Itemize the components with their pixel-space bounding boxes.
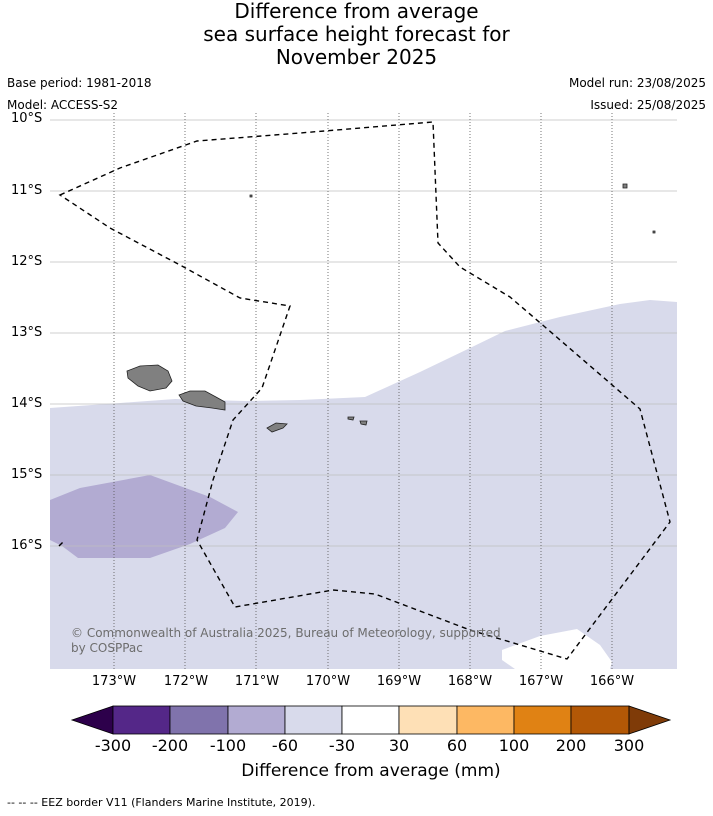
colorbar-tick: -200 bbox=[151, 736, 189, 755]
title-line-2: sea surface height forecast for bbox=[203, 22, 510, 46]
lon-label-169w: 169°W bbox=[376, 674, 422, 689]
anomaly-region-neutral bbox=[502, 629, 612, 669]
model-run: Model run: 23/08/2025 bbox=[568, 76, 706, 90]
colorbar-tick: 60 bbox=[446, 736, 468, 755]
base-period: Base period: 1981-2018 bbox=[7, 76, 152, 90]
lon-label-167w: 167°W bbox=[518, 674, 564, 689]
colorbar-tick: 100 bbox=[498, 736, 530, 755]
island-upolu bbox=[178, 390, 226, 411]
colorbar-tick: 300 bbox=[613, 736, 645, 755]
colorbar-title: Difference from average (mm) bbox=[241, 761, 501, 781]
colorbar bbox=[70, 705, 672, 735]
meta-left: Base period: 1981-2018 Model: ACCESS-S2 bbox=[7, 72, 152, 116]
lat-label-13s: 13°S bbox=[11, 325, 43, 340]
title-line-3: November 2025 bbox=[275, 45, 438, 69]
lon-label-170w: 170°W bbox=[305, 674, 351, 689]
anomaly-region-light bbox=[50, 300, 677, 669]
lon-label-171w: 171°W bbox=[234, 674, 280, 689]
eez-border-fragment bbox=[58, 539, 66, 547]
lon-label-173w: 173°W bbox=[91, 674, 137, 689]
colorbar-tick: -60 bbox=[271, 736, 299, 755]
land-masses bbox=[126, 183, 656, 433]
colorbar-tick: 200 bbox=[555, 736, 587, 755]
colorbar-segment-9 bbox=[570, 705, 630, 735]
colorbar-under-triangle bbox=[70, 705, 114, 735]
colorbar-segment-6 bbox=[398, 705, 458, 735]
colorbar-segment-8 bbox=[513, 705, 572, 735]
colorbar-tick: -100 bbox=[209, 736, 247, 755]
lat-label-15s: 15°S bbox=[11, 467, 43, 482]
issued-date: Issued: 25/08/2025 bbox=[590, 98, 706, 112]
colorbar-segment-3 bbox=[227, 705, 286, 735]
lat-label-16s: 16°S bbox=[11, 538, 43, 553]
island-tau bbox=[359, 420, 368, 426]
eez-border-outer bbox=[58, 121, 671, 660]
lat-label-11s: 11°S bbox=[11, 183, 43, 198]
island-tokelau-a bbox=[622, 183, 628, 189]
anomaly-region-medium bbox=[50, 475, 238, 558]
copyright-credit: © Commonwealth of Australia 2025, Bureau… bbox=[71, 626, 501, 656]
colorbar-tick: 30 bbox=[388, 736, 410, 755]
credit-line-1: © Commonwealth of Australia 2025, Bureau… bbox=[71, 626, 501, 640]
island-tutuila bbox=[266, 422, 288, 433]
lon-label-172w: 172°W bbox=[163, 674, 209, 689]
credit-line-2: by COSPPac bbox=[71, 641, 143, 655]
colorbar-segment-4 bbox=[284, 705, 343, 735]
map-title: Difference from average sea surface heig… bbox=[0, 0, 713, 69]
lat-label-10s: 10°S bbox=[11, 111, 43, 126]
lat-gridlines bbox=[50, 119, 677, 547]
eez-footnote: -- -- -- EEZ border V11 (Flanders Marine… bbox=[7, 796, 316, 809]
island-swains bbox=[249, 194, 253, 198]
colorbar-segment-7 bbox=[456, 705, 515, 735]
island-savaii bbox=[126, 364, 173, 392]
map-area bbox=[50, 113, 677, 669]
lon-label-166w: 166°W bbox=[589, 674, 635, 689]
colorbar-segment-2 bbox=[169, 705, 229, 735]
meta-right: Model run: 23/08/2025 Issued: 25/08/2025 bbox=[569, 72, 706, 116]
title-line-1: Difference from average bbox=[234, 0, 479, 23]
lat-label-12s: 12°S bbox=[11, 254, 43, 269]
island-tokelau-b bbox=[652, 230, 656, 234]
model-name: Model: ACCESS-S2 bbox=[7, 98, 119, 112]
colorbar-segment-5 bbox=[341, 705, 400, 735]
lat-label-14s: 14°S bbox=[11, 396, 43, 411]
colorbar-over-triangle bbox=[628, 705, 672, 735]
colorbar-segment-1 bbox=[112, 705, 171, 735]
island-ofu bbox=[347, 416, 355, 421]
colorbar-tick: -300 bbox=[94, 736, 132, 755]
lon-label-168w: 168°W bbox=[447, 674, 493, 689]
eez-borders bbox=[58, 121, 671, 660]
colorbar-tick: -30 bbox=[328, 736, 356, 755]
